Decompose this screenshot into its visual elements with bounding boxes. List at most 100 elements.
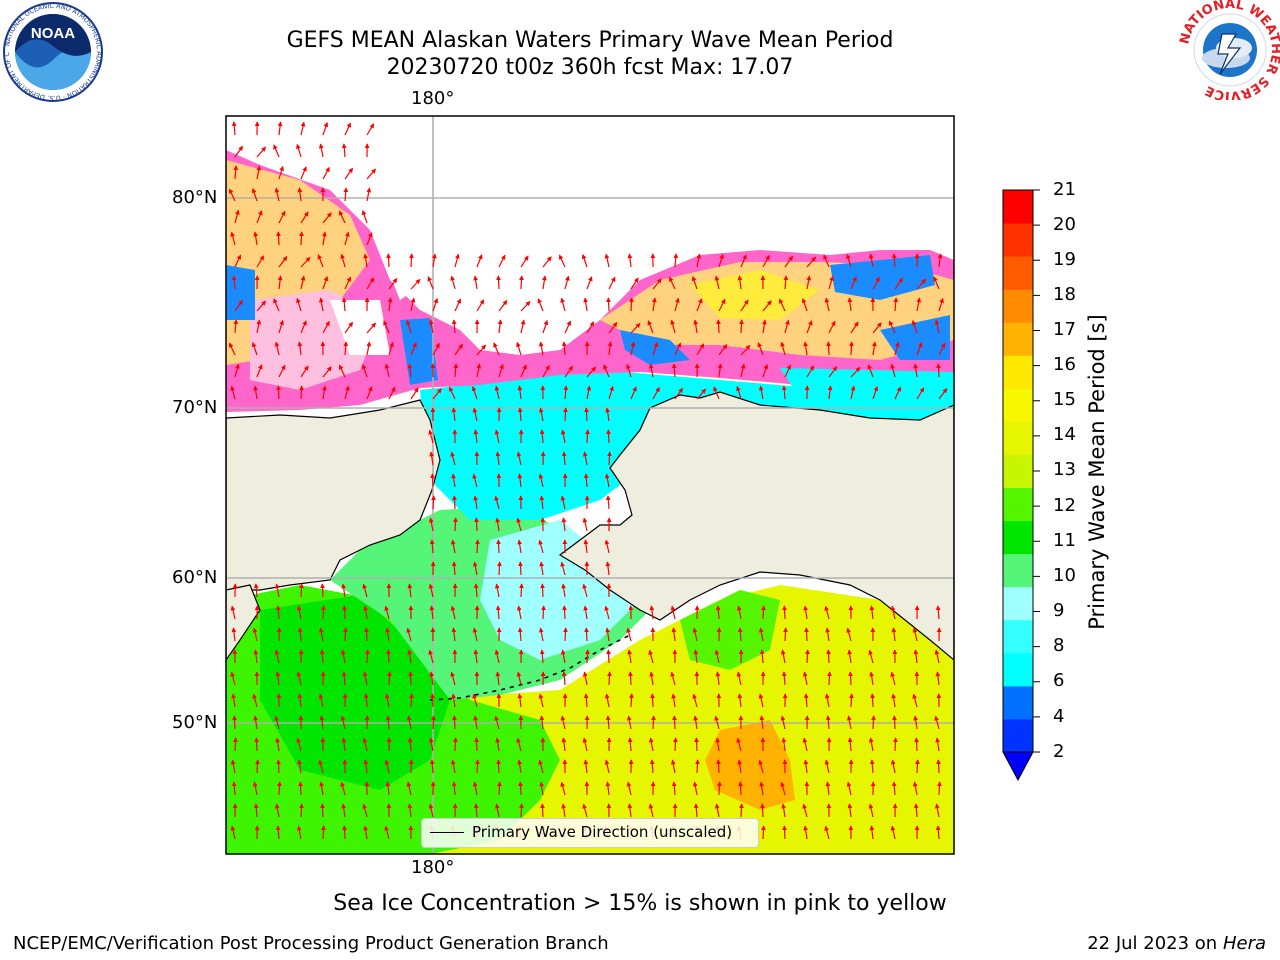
wave-arrow	[740, 344, 751, 356]
wave-arrow	[871, 715, 876, 730]
wave-arrow	[605, 561, 611, 576]
land-kamchatka	[226, 584, 261, 662]
wave-arrow	[715, 671, 721, 686]
wave-arrow	[607, 341, 613, 356]
wave-arrow	[539, 495, 545, 510]
wave-arrow	[716, 319, 721, 334]
wave-arrow	[581, 253, 588, 268]
wave-arrow	[278, 210, 286, 224]
wave-arrow	[472, 693, 478, 708]
wave-arrow	[781, 803, 786, 818]
wave-arrow	[341, 143, 347, 158]
aleutian-islands	[429, 634, 631, 701]
wave-arrow	[846, 781, 852, 796]
wave-arrow	[694, 737, 699, 752]
ice-cyan-strip	[780, 368, 954, 402]
wave-arrow	[361, 209, 368, 224]
wave-arrow	[605, 781, 611, 796]
wave-arrow	[803, 605, 808, 620]
wave-arrow	[429, 671, 434, 686]
wave-arrow	[824, 759, 830, 774]
wave-arrow	[674, 297, 680, 312]
wave-arrow	[564, 320, 572, 334]
wave-arrow	[648, 803, 654, 818]
wave-arrow	[385, 715, 391, 730]
wave-arrow	[583, 297, 588, 312]
colorbar-segment	[1003, 520, 1033, 555]
wave-arrow	[563, 627, 568, 642]
wave-arrow	[228, 188, 236, 202]
wave-arrow	[914, 737, 919, 752]
wave-arrow	[366, 168, 377, 180]
wave-arrow	[296, 143, 302, 158]
wave-arrow	[319, 781, 324, 796]
wave-arrow	[652, 341, 659, 356]
wave-arrow	[432, 297, 439, 312]
wave-arrow	[935, 737, 940, 752]
wave-arrow	[604, 693, 610, 708]
wave-arrow	[321, 825, 326, 840]
svg-text:NOAA: NOAA	[31, 25, 75, 42]
wave-arrow	[827, 385, 833, 400]
wave-arrow	[297, 759, 302, 774]
wave-arrow	[608, 385, 614, 400]
wave-arrow	[496, 539, 501, 554]
wave-arrow	[936, 363, 941, 378]
wave-arrow	[802, 803, 808, 818]
wave-arrow	[670, 759, 676, 774]
wave-arrow	[582, 451, 588, 466]
wave-arrow	[938, 387, 948, 400]
wave-arrow	[234, 363, 240, 378]
wave-arrow	[803, 825, 808, 840]
wave-arrow	[783, 275, 789, 290]
wave-arrow	[784, 255, 793, 268]
wave-arrow	[872, 341, 877, 356]
wave-arrow	[846, 627, 852, 642]
wave-arrow	[252, 693, 258, 708]
wave-arrow	[778, 298, 786, 312]
wave-arrow	[780, 715, 786, 730]
wave-arrow	[251, 341, 258, 356]
wave-arrow	[538, 407, 544, 422]
map-frame	[225, 115, 955, 855]
wave-arrow	[696, 253, 702, 268]
wave-arrow	[275, 671, 281, 686]
wave-arrow	[736, 385, 742, 400]
wave-arrow	[344, 167, 353, 180]
wave-arrow	[517, 759, 522, 774]
wave-arrow	[911, 319, 918, 334]
wave-arrow	[476, 299, 485, 312]
colorbar-segment	[1003, 487, 1033, 522]
wave-arrow	[670, 319, 676, 334]
wave-arrow	[318, 693, 324, 708]
wave-arrow	[762, 254, 770, 268]
wave-arrow	[451, 561, 457, 576]
wave-arrow	[713, 386, 720, 400]
wave-arrow	[366, 341, 372, 356]
wave-arrow	[362, 583, 368, 598]
wave-arrow	[473, 803, 479, 818]
wave-arrow	[341, 737, 347, 752]
wave-arrow	[297, 187, 303, 202]
wave-arrow	[233, 319, 239, 334]
wave-arrow	[605, 407, 610, 422]
footer-machine: Hera	[1222, 933, 1266, 954]
wave-arrow	[340, 715, 346, 730]
wave-arrow	[585, 429, 590, 444]
wave-arrow	[296, 737, 302, 752]
wave-arrow	[431, 715, 436, 730]
wave-arrow	[476, 344, 487, 356]
wave-arrow	[519, 275, 524, 290]
wave-arrow	[300, 166, 307, 180]
lat-label-60: 60°N	[172, 567, 218, 588]
wave-arrow	[891, 781, 897, 796]
wave-arrow	[736, 737, 742, 752]
wave-arrow	[872, 385, 879, 400]
wave-arrow	[495, 605, 501, 620]
wave-arrow	[498, 254, 506, 268]
wave-arrow	[342, 825, 347, 840]
wave-arrow	[539, 429, 545, 444]
wave-arrow	[539, 561, 544, 576]
wave-arrow	[736, 605, 742, 620]
wave-arrow	[673, 253, 679, 268]
